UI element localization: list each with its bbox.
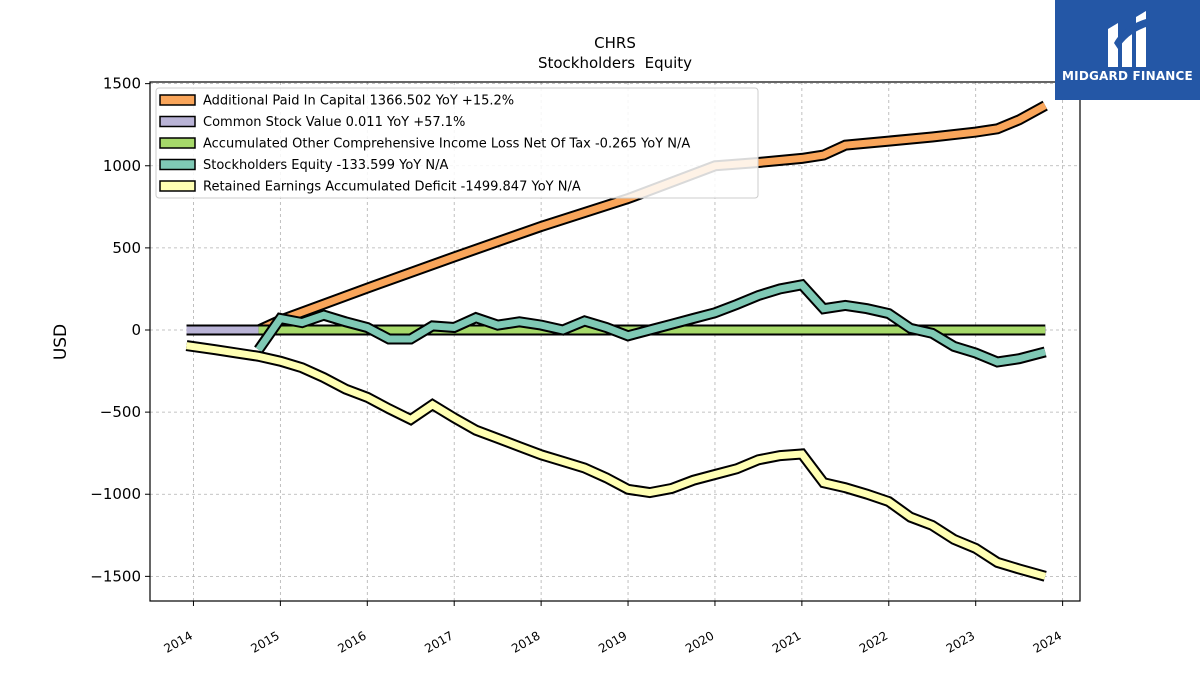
legend-swatch: [159, 180, 196, 192]
legend-entry: Common Stock Value 0.011 YoY +57.1%: [203, 115, 465, 130]
legend-swatch: [159, 94, 196, 106]
plot-frame: [149, 81, 1081, 602]
y-axis: 1500 1000 500 0 −500 −1000 −1500: [90, 75, 150, 585]
legend-swatch: [159, 137, 196, 149]
y-tick-label: 1500: [103, 75, 141, 93]
midgard-finance-logo: MIDGARD FINANCE: [1055, 0, 1200, 100]
y-tick-label: 1000: [103, 157, 141, 175]
x-tick-label: 2015: [248, 628, 281, 655]
x-axis: 2014 2015 2016 2017 2018 2019 2020 2021 2022 2023…: [162, 601, 1064, 656]
x-tick-label: 2022: [857, 628, 890, 655]
x-tick-label: 2024: [1031, 628, 1064, 655]
legend-box: [155, 87, 759, 199]
legend-swatch: [159, 158, 196, 171]
chart-title: CHRS: [594, 34, 636, 52]
series-lines: [185, 100, 1048, 582]
y-tick-label: −500: [100, 403, 141, 421]
series-line-0: [256, 100, 1048, 336]
legend-swatch: [159, 115, 196, 128]
x-tick-label: 2014: [162, 628, 195, 655]
x-tick-label: 2020: [683, 628, 716, 655]
series-line-3: [254, 278, 1047, 368]
y-axis-label: USD: [51, 324, 71, 360]
legend: Additional Paid In Capital 1366.502 YoY …: [155, 87, 759, 199]
chart-subtitle: Stockholders Equity: [538, 54, 692, 72]
x-tick-label: 2023: [944, 628, 977, 655]
legend-entry: Accumulated Other Comprehensive Income L…: [203, 137, 690, 152]
logo-text: MIDGARD FINANCE: [1062, 69, 1193, 83]
x-tick-label: 2021: [770, 628, 803, 655]
legend-entry: Retained Earnings Accumulated Deficit -1…: [203, 180, 581, 195]
x-tick-label: 2018: [509, 628, 542, 655]
logo-mark-icon: [1108, 11, 1146, 67]
series-line-4: [185, 340, 1047, 582]
x-tick-label: 2017: [422, 628, 455, 655]
legend-entry: Stockholders Equity -133.599 YoY N/A: [203, 158, 448, 173]
legend-entry: Additional Paid In Capital 1366.502 YoY …: [203, 94, 514, 109]
y-tick-label: −1000: [90, 485, 141, 503]
x-tick-label: 2016: [335, 628, 368, 655]
y-tick-label: 500: [112, 239, 141, 257]
x-tick-label: 2019: [596, 628, 629, 655]
y-tick-label: 0: [131, 321, 141, 339]
y-tick-label: −1500: [90, 567, 141, 585]
